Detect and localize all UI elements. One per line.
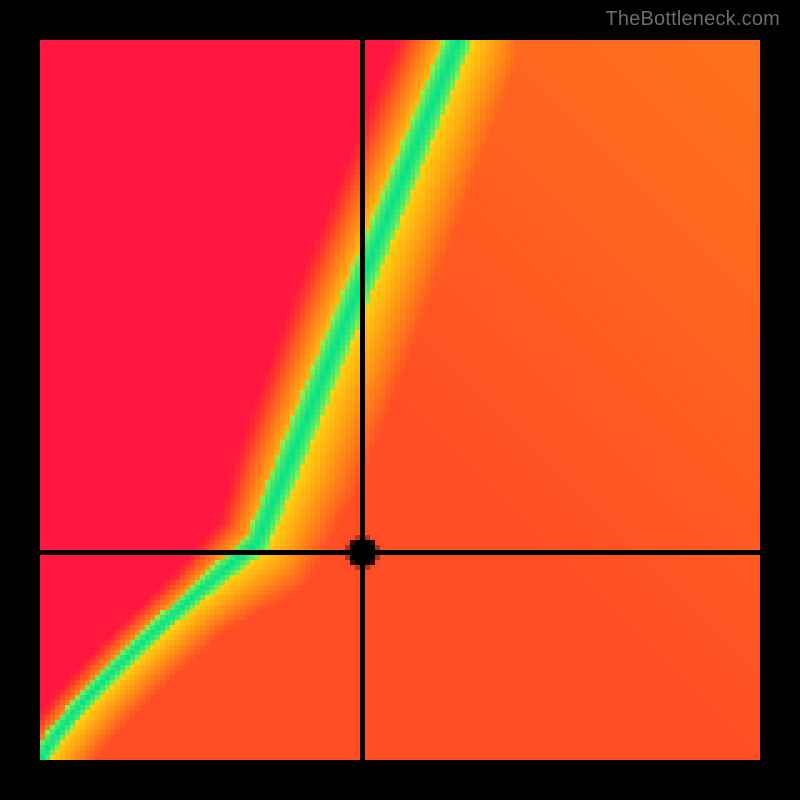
heatmap-canvas (40, 40, 760, 760)
chart-frame: TheBottleneck.com (0, 0, 800, 800)
heatmap-plot (40, 40, 760, 760)
watermark: TheBottleneck.com (605, 8, 780, 31)
